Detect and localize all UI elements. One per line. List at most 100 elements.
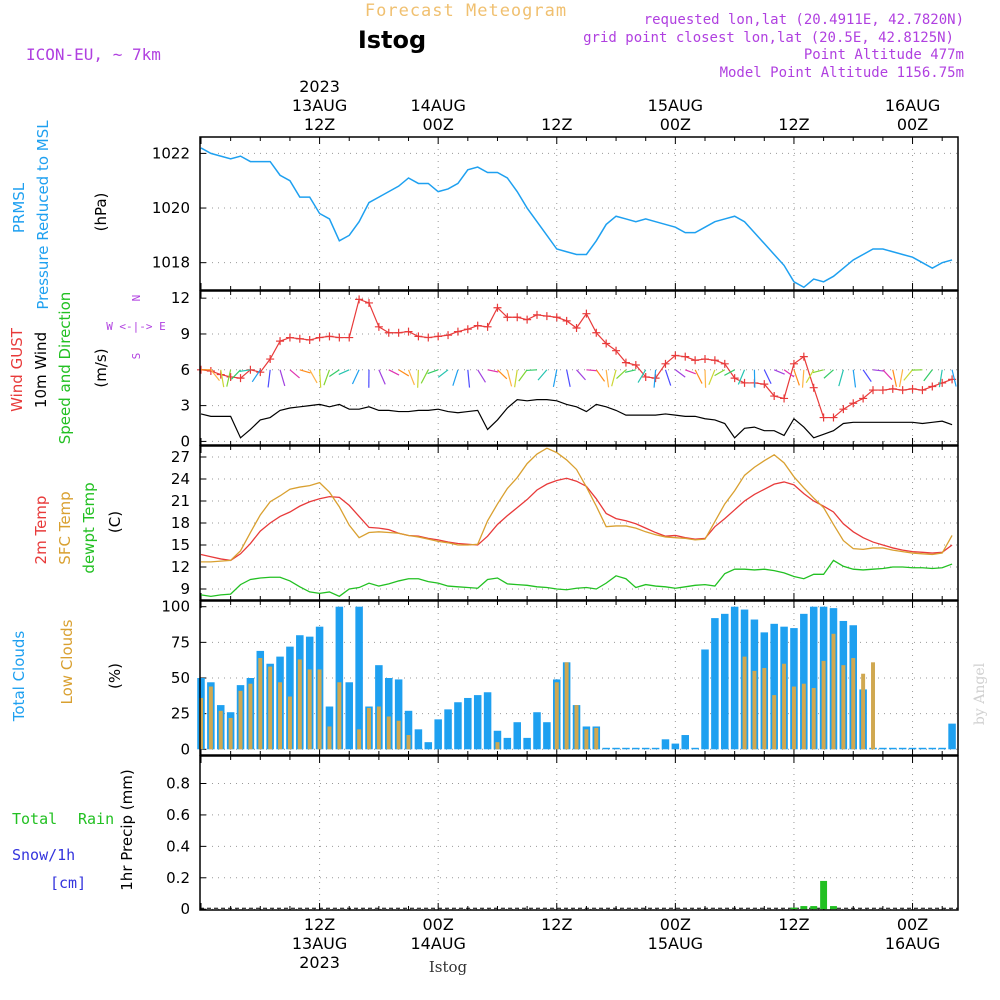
precip-tick-label: 0.4 <box>166 837 190 855</box>
gust-label: Wind GUST <box>8 327 26 412</box>
gust-point <box>582 309 591 318</box>
wind-arrow <box>417 369 420 388</box>
wind-arrow <box>616 369 627 379</box>
wind-arrow <box>230 369 241 380</box>
wind-arrow <box>514 369 518 388</box>
bottom-time-label: 15AUG <box>648 934 703 953</box>
total-cloud-bar <box>681 735 689 750</box>
wind-arrow <box>210 369 220 381</box>
prmsl-labels: PRMSL Pressure Reduced to MSL (hPa) <box>10 120 110 310</box>
bottom-time-label: 12Z <box>778 915 809 934</box>
top-time-label: 13AUG <box>292 96 347 115</box>
prmsl-tick-label: 1022 <box>152 144 190 162</box>
total-cloud-bar <box>464 697 472 750</box>
wind-arrow <box>467 369 471 388</box>
footer-station: Istog <box>429 958 468 976</box>
gridpoint-coords: grid point closest lon,lat (20.5E, 42.81… <box>583 30 954 46</box>
gust-point <box>730 374 739 383</box>
gust-point <box>483 322 492 331</box>
watermark: by Angel <box>972 662 988 725</box>
total-cloud-bar <box>938 747 946 750</box>
wind-arrow <box>685 369 696 375</box>
wind-arrow <box>872 369 884 372</box>
wind-arrow <box>605 369 610 388</box>
gust-point <box>799 352 808 361</box>
clouds-tick-label: 50 <box>171 669 190 687</box>
temperature-tick-label: 12 <box>171 558 190 576</box>
gust-point <box>710 356 719 365</box>
wind-arrow <box>351 369 360 385</box>
gust-point <box>444 331 453 340</box>
low-cloud-bar <box>871 662 875 750</box>
top-time-label: 00Z <box>897 115 928 134</box>
wind-arrow <box>239 369 251 372</box>
wind-arrow <box>694 369 703 384</box>
gust-point <box>701 355 710 364</box>
gust-point <box>780 394 789 403</box>
low-cloud-bar <box>772 695 777 750</box>
low-cloud-bar <box>495 742 500 750</box>
prmsl-unit: (hPa) <box>92 193 110 232</box>
total-cloud-bar <box>345 682 353 750</box>
precip-tick-label: 0.8 <box>166 775 190 793</box>
gust-point <box>552 313 561 322</box>
rain-bar <box>830 906 837 910</box>
wind-arrow <box>653 369 657 388</box>
gust-point <box>661 359 670 368</box>
total-cloud-bar <box>355 606 363 750</box>
low-cloud-bar <box>791 686 796 750</box>
wind-arrow <box>407 369 415 386</box>
low-cloud-bar <box>742 656 747 750</box>
top-time-label: 12Z <box>541 115 572 134</box>
temp-labels: 2m Temp SFC Temp dewpt Temp (C) <box>32 482 124 573</box>
wind-arrow <box>552 369 558 388</box>
wind-unit: (m/s) <box>92 348 110 387</box>
wind-tick-label: 9 <box>180 325 190 343</box>
wind-arrow <box>805 369 815 384</box>
gust-point <box>463 325 472 334</box>
prmsl-tick-label: 1020 <box>152 199 190 217</box>
wind-arrow <box>309 369 318 384</box>
wind-arrow <box>477 369 486 383</box>
wind-arrow <box>497 369 508 380</box>
compass-n: N <box>130 295 143 302</box>
low-cloud-bar <box>564 662 569 750</box>
total-cloud-bar <box>612 747 620 750</box>
wind-arrow <box>226 369 232 387</box>
gust-point <box>671 351 680 360</box>
total-cloud-bar <box>879 747 887 750</box>
wind-arrow <box>299 369 311 374</box>
low-cloud-bar <box>841 665 846 750</box>
total-cloud-bar <box>404 710 413 750</box>
precip-frame <box>199 755 959 911</box>
wind-arrow <box>852 369 857 388</box>
low-cloud-bar <box>406 735 411 750</box>
low-cloud-label: Low Clouds <box>58 619 76 704</box>
low-cloud-bar <box>238 690 243 750</box>
prmsl-label: PRMSL <box>10 182 28 233</box>
low-cloud-bar <box>811 687 816 750</box>
total-cloud-bar <box>622 747 630 750</box>
model-label: ICON-EU, ~ 7km <box>26 45 161 64</box>
total-cloud-bar <box>948 723 956 750</box>
wind-arrow <box>220 369 225 388</box>
low-cloud-bar <box>821 660 826 750</box>
gust-point <box>631 361 640 370</box>
low-cloud-bar <box>396 720 401 750</box>
temperature-tick-label: 15 <box>171 536 190 554</box>
total-cloud-bar <box>424 742 433 750</box>
bottom-time-label: 12Z <box>304 915 335 934</box>
gust-point <box>898 386 907 395</box>
low-cloud-bar <box>337 682 342 750</box>
prmsl-panel: 1018 1020 1022 <box>152 136 959 291</box>
bottom-time-label: 14AUG <box>410 934 465 953</box>
gust-point <box>276 337 285 346</box>
gust-point <box>908 384 917 393</box>
top-time-label: 16AUG <box>885 96 940 115</box>
rain-bar <box>810 906 818 910</box>
total-cloud-bar <box>473 695 482 750</box>
top-time-label: 12Z <box>778 115 809 134</box>
gust-point <box>335 333 344 342</box>
bottom-time-label: 00Z <box>897 915 928 934</box>
wind10m-line <box>200 399 953 439</box>
